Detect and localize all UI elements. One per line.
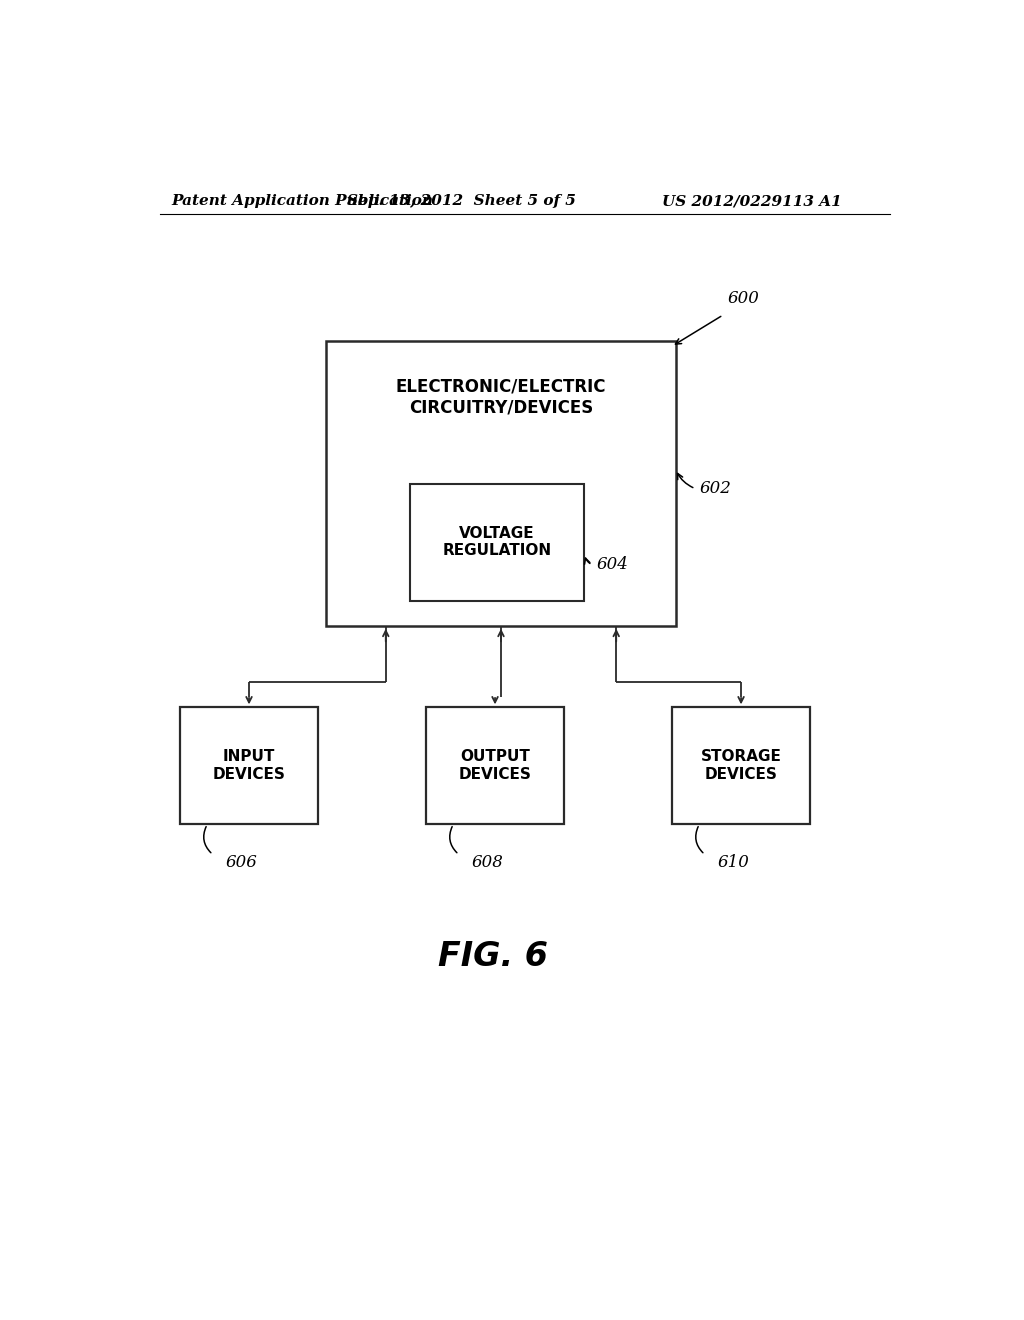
Text: 602: 602 <box>699 480 731 498</box>
Text: 608: 608 <box>472 854 504 871</box>
Text: 604: 604 <box>596 557 628 573</box>
Text: Sep. 13, 2012  Sheet 5 of 5: Sep. 13, 2012 Sheet 5 of 5 <box>347 194 575 209</box>
Bar <box>179 708 318 824</box>
Text: INPUT
DEVICES: INPUT DEVICES <box>213 750 286 781</box>
Text: FIG. 6: FIG. 6 <box>438 940 548 973</box>
Bar <box>410 483 585 601</box>
Text: Patent Application Publication: Patent Application Publication <box>172 194 433 209</box>
Text: US 2012/0229113 A1: US 2012/0229113 A1 <box>663 194 842 209</box>
Text: OUTPUT
DEVICES: OUTPUT DEVICES <box>459 750 531 781</box>
Text: 610: 610 <box>718 854 750 871</box>
Bar <box>327 342 676 626</box>
Text: STORAGE
DEVICES: STORAGE DEVICES <box>700 750 781 781</box>
Text: VOLTAGE
REGULATION: VOLTAGE REGULATION <box>442 525 552 558</box>
Text: ELECTRONIC/ELECTRIC
CIRCUITRY/DEVICES: ELECTRONIC/ELECTRIC CIRCUITRY/DEVICES <box>395 378 606 417</box>
Bar <box>426 708 564 824</box>
Bar <box>672 708 811 824</box>
Text: 606: 606 <box>225 854 257 871</box>
Text: 600: 600 <box>727 290 759 308</box>
